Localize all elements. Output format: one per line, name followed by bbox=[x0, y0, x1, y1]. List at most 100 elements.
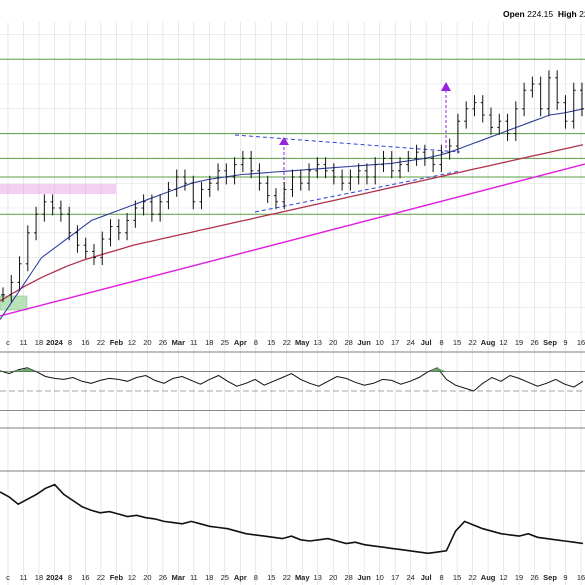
indicator-panel-2 bbox=[0, 483, 584, 555]
x-tick-label: Jul bbox=[421, 573, 432, 582]
x-tick-label: 26 bbox=[159, 573, 167, 582]
x-tick-label: Apr bbox=[234, 573, 247, 582]
x-axis-bottom: c 11 18 2024 8 16 22 Feb 12 20 26 Mar 11 18 25 Apr 8 15 22… bbox=[6, 573, 585, 582]
sma50-path bbox=[0, 108, 584, 320]
x-tick-label: 16 bbox=[577, 573, 585, 582]
x-tick-label: 2024 bbox=[46, 338, 64, 347]
x-tick-label: 15 bbox=[267, 573, 275, 582]
x-tick-label: 11 bbox=[20, 338, 28, 347]
x-tick-label: 8 bbox=[254, 338, 258, 347]
price-bars bbox=[1, 70, 584, 303]
x-tick-label: 2024 bbox=[46, 573, 64, 582]
x-tick-label: 9 bbox=[563, 338, 567, 347]
x-axis-main: c 11 18 2024 8 16 22 Feb 12 20 26 Mar 11 18 25 Apr 8 15 22… bbox=[6, 338, 585, 347]
x-tick-label: Mar bbox=[172, 573, 185, 582]
overbought-fill bbox=[18, 367, 37, 372]
x-tick-label: Jul bbox=[421, 338, 432, 347]
sma50-line bbox=[0, 108, 584, 320]
x-tick-label: 15 bbox=[267, 338, 275, 347]
sma200-line bbox=[0, 144, 584, 302]
x-tick-label: Apr bbox=[234, 338, 247, 347]
overbought-fill bbox=[0, 370, 10, 372]
x-tick-label: 8 bbox=[68, 573, 72, 582]
x-tick-label: 20 bbox=[329, 573, 337, 582]
x-tick-label: 11 bbox=[20, 573, 28, 582]
sma200-path bbox=[0, 144, 584, 302]
x-tick-label: 26 bbox=[159, 338, 167, 347]
x-tick-label: 18 bbox=[35, 338, 43, 347]
x-tick-label: 8 bbox=[440, 573, 444, 582]
x-tick-label: 20 bbox=[329, 338, 337, 347]
ohlc-header: Open 224.15 High 224 bbox=[503, 9, 585, 19]
x-tick-label: 17 bbox=[391, 573, 399, 582]
chart-grid bbox=[0, 22, 585, 585]
x-tick-label: c bbox=[6, 573, 10, 582]
x-tick-label: 12 bbox=[499, 573, 507, 582]
x-tick-label: 12 bbox=[499, 338, 507, 347]
x-tick-label: Aug bbox=[481, 338, 496, 347]
x-tick-label: 22 bbox=[97, 338, 105, 347]
x-tick-label: Jun bbox=[358, 338, 372, 347]
x-tick-label: 17 bbox=[391, 338, 399, 347]
x-tick-label: Feb bbox=[110, 338, 124, 347]
x-tick-label: 16 bbox=[81, 573, 89, 582]
x-tick-label: 22 bbox=[97, 573, 105, 582]
x-tick-label: 28 bbox=[345, 338, 353, 347]
x-tick-label: 8 bbox=[440, 338, 444, 347]
x-tick-label: 15 bbox=[453, 573, 461, 582]
highlight-zone-pink bbox=[0, 184, 116, 194]
x-tick-label: 11 bbox=[190, 573, 198, 582]
x-tick-label: 10 bbox=[376, 338, 384, 347]
x-tick-label: 10 bbox=[376, 573, 384, 582]
x-tick-label: 18 bbox=[35, 573, 43, 582]
indicator2-line bbox=[0, 483, 584, 555]
x-tick-label: 19 bbox=[515, 338, 523, 347]
triangle-upper-line bbox=[234, 134, 461, 153]
x-tick-label: Feb bbox=[110, 573, 124, 582]
indicator1-line bbox=[0, 367, 584, 392]
highlight-zone-green bbox=[0, 295, 28, 311]
breakout-arrow-1-head bbox=[279, 137, 289, 145]
x-tick-label: 8 bbox=[68, 338, 72, 347]
x-tick-label: 24 bbox=[406, 573, 414, 582]
x-tick-label: 18 bbox=[205, 573, 213, 582]
x-tick-label: Sep bbox=[543, 338, 557, 347]
x-tick-label: 22 bbox=[283, 338, 291, 347]
support-resistance-levels bbox=[0, 58, 585, 215]
x-tick-label: 8 bbox=[254, 573, 258, 582]
x-tick-label: 9 bbox=[563, 573, 567, 582]
x-tick-label: 11 bbox=[190, 338, 198, 347]
x-tick-label: 20 bbox=[143, 573, 151, 582]
x-tick-label: 13 bbox=[314, 573, 322, 582]
long-trendline bbox=[0, 163, 585, 317]
x-tick-label: 26 bbox=[530, 573, 538, 582]
overbought-fill bbox=[428, 367, 447, 372]
x-tick-label: 22 bbox=[283, 573, 291, 582]
x-tick-label: Jun bbox=[358, 573, 372, 582]
high-label: High bbox=[557, 9, 577, 19]
x-tick-label: 25 bbox=[221, 338, 229, 347]
x-tick-label: 24 bbox=[406, 338, 414, 347]
x-tick-label: c bbox=[6, 338, 10, 347]
x-tick-label: 13 bbox=[314, 338, 322, 347]
trend-lines bbox=[0, 82, 585, 317]
x-tick-label: May bbox=[295, 338, 310, 347]
open-label: Open bbox=[503, 9, 525, 19]
x-tick-label: 19 bbox=[515, 573, 523, 582]
x-tick-label: 28 bbox=[345, 573, 353, 582]
x-tick-label: May bbox=[295, 573, 310, 582]
high-value: 224 bbox=[579, 9, 585, 19]
x-tick-label: 22 bbox=[468, 338, 476, 347]
x-tick-label: 12 bbox=[128, 338, 136, 347]
open-value: 224.15 bbox=[527, 9, 554, 19]
x-tick-label: Mar bbox=[172, 338, 185, 347]
x-tick-label: 20 bbox=[143, 338, 151, 347]
x-tick-label: 18 bbox=[205, 338, 213, 347]
x-tick-label: 22 bbox=[468, 573, 476, 582]
x-tick-label: 15 bbox=[453, 338, 461, 347]
breakout-arrow-2-head bbox=[441, 82, 451, 91]
x-tick-label: 12 bbox=[128, 573, 136, 582]
x-tick-label: Aug bbox=[481, 573, 496, 582]
x-tick-label: 26 bbox=[530, 338, 538, 347]
